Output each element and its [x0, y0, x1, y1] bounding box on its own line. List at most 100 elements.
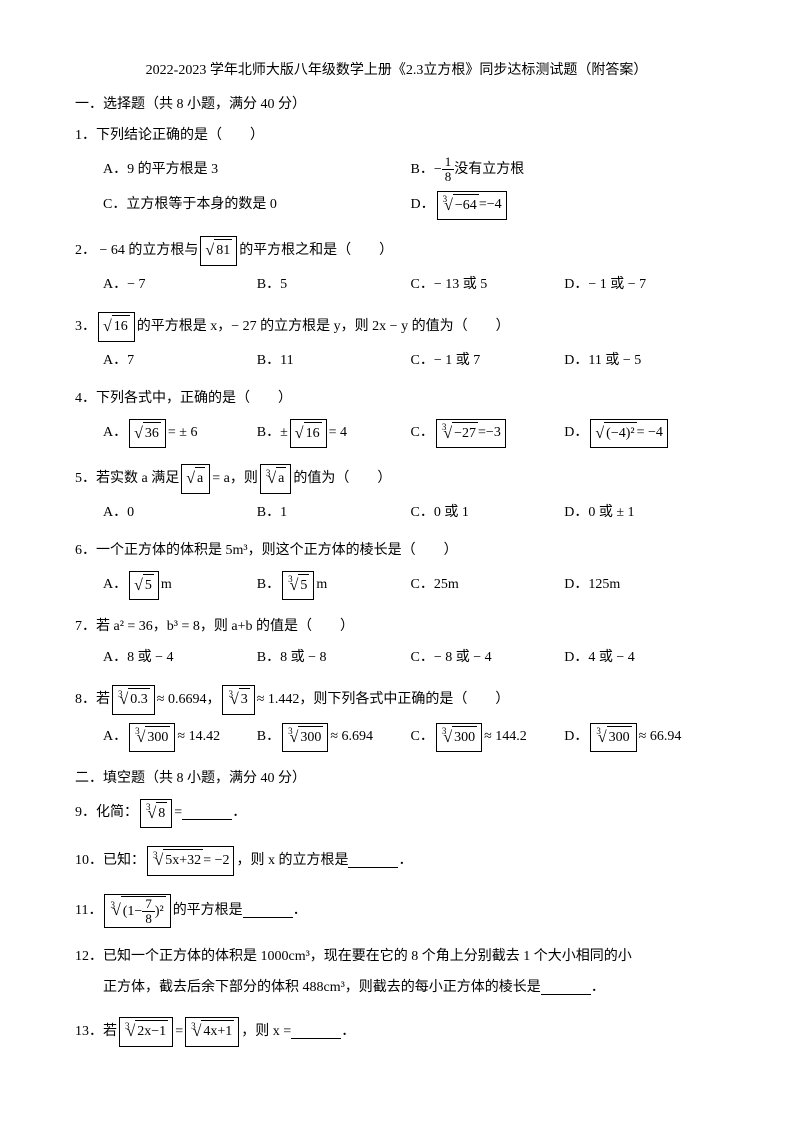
q8-d-post: ≈ 66.94 — [639, 726, 682, 748]
question-1: 1．下列结论正确的是（ ） A．9 的平方根是 3 B． −18 没有立方根 C… — [75, 125, 718, 227]
q4-opt-a: A． 36 = ± 6 — [103, 419, 257, 449]
q6-opt-d: D．125m — [564, 571, 718, 601]
q7-opt-c: C．− 8 或 − 4 — [411, 647, 565, 669]
math-expr: 3300 — [590, 723, 636, 753]
q1-opt-b-pre: B． — [411, 159, 434, 181]
math-expr: 3300 — [436, 723, 482, 753]
q11-pre: 11． — [75, 900, 102, 922]
q8-opt-b: B． 3300 ≈ 6.694 — [257, 723, 411, 753]
q10-pre: 10．已知： — [75, 850, 145, 872]
math-expr: 33 — [222, 685, 254, 715]
math-expr: 36 — [129, 419, 166, 449]
math-expr: a — [181, 464, 210, 494]
q1-opt-d: D． 3−64=−4 — [411, 191, 719, 221]
question-7: 7．若 a² = 36，b³ = 8，则 a+b 的值是（ ） A．8 或 − … — [75, 616, 718, 675]
q6-opt-b: B． 35 m — [257, 571, 411, 601]
q10-period: ． — [398, 850, 412, 872]
q13-mid: = — [175, 1021, 183, 1043]
q4-a-pre: A． — [103, 422, 127, 444]
q6-b-pre: B． — [257, 574, 280, 596]
q9-period: ． — [232, 802, 246, 824]
q3-opt-a: A．7 — [103, 350, 257, 372]
q9-post: = — [174, 802, 182, 824]
q3-pre: 3． — [75, 316, 96, 338]
math-expr: 5 — [129, 571, 159, 601]
q1-opt-d-pre: D． — [411, 194, 435, 216]
q8-opt-a: A． 3300 ≈ 14.42 — [103, 723, 257, 753]
fraction-icon: −18 — [434, 155, 454, 185]
question-2: 2． − 64 的立方根与 81 的平方根之和是（ ） A．− 7 B．5 C．… — [75, 236, 718, 302]
math-expr: 3−27=−3 — [436, 419, 506, 449]
q8-pre: 8．若 — [75, 689, 110, 711]
q7-opt-b: B．8 或 − 8 — [257, 647, 411, 669]
blank-input[interactable] — [291, 1025, 341, 1039]
q1-text: 1．下列结论正确的是（ ） — [75, 125, 718, 147]
q6-a-post: m — [161, 574, 172, 596]
question-6: 6．一个正方体的体积是 5m³，则这个正方体的棱长是（ ） A． 5 m B． … — [75, 540, 718, 606]
q2-post: 的平方根之和是（ ） — [239, 240, 393, 262]
section-1-header: 一．选择题（共 8 小题，满分 40 分） — [75, 94, 718, 116]
q2-opt-a: A．− 7 — [103, 274, 257, 296]
q8-c-post: ≈ 144.2 — [484, 726, 527, 748]
q1-opt-b: B． −18 没有立方根 — [411, 155, 719, 185]
q8-c-pre: C． — [411, 726, 434, 748]
q5-pre: 5．若实数 a 满足 — [75, 468, 179, 490]
question-8: 8．若 30.3 ≈ 0.6694， 33 ≈ 1.442，则下列各式中正确的是… — [75, 685, 718, 758]
q8-b-pre: B． — [257, 726, 280, 748]
q6-a-pre: A． — [103, 574, 127, 596]
q6-text: 6．一个正方体的体积是 5m³，则这个正方体的棱长是（ ） — [75, 540, 718, 562]
math-expr: 34x+1 — [185, 1017, 239, 1047]
math-expr: 32x−1 — [119, 1017, 173, 1047]
math-expr: 16 — [290, 419, 327, 449]
q13-period: ． — [341, 1021, 355, 1043]
section-2-header: 二．填空题（共 8 小题，满分 40 分） — [75, 768, 718, 790]
q9-pre: 9．化简： — [75, 802, 138, 824]
math-expr: 3300 — [282, 723, 328, 753]
q5-opt-b: B．1 — [257, 502, 411, 524]
q8-text: 8．若 30.3 ≈ 0.6694， 33 ≈ 1.442，则下列各式中正确的是… — [75, 685, 509, 715]
question-4: 4．下列各式中，正确的是（ ） A． 36 = ± 6 B．± 16 = 4 C… — [75, 388, 718, 454]
q5-opt-c: C．0 或 1 — [411, 502, 565, 524]
math-expr: 3−64=−4 — [437, 191, 507, 221]
q3-opt-c: C．− 1 或 7 — [411, 350, 565, 372]
math-expr: 30.3 — [112, 685, 155, 715]
math-expr: 16 — [98, 312, 135, 342]
q8-mid1: ≈ 0.6694， — [157, 689, 221, 711]
q13-post: ，则 x = — [241, 1021, 291, 1043]
q3-opt-d: D．11 或 − 5 — [564, 350, 718, 372]
q4-c-pre: C． — [411, 422, 434, 444]
q2-pre: 2． − 64 的立方根与 — [75, 240, 198, 262]
question-13: 13．若 32x−1 = 34x+1 ，则 x = ． — [75, 1017, 718, 1055]
q4-text: 4．下列各式中，正确的是（ ） — [75, 388, 718, 410]
blank-input[interactable] — [348, 854, 398, 868]
q3-opt-b: B．11 — [257, 350, 411, 372]
q1-opt-a: A．9 的平方根是 3 — [103, 155, 411, 185]
q7-text: 7．若 a² = 36，b³ = 8，则 a+b 的值是（ ） — [75, 616, 718, 638]
q8-a-pre: A． — [103, 726, 127, 748]
blank-input[interactable] — [182, 806, 232, 820]
blank-input[interactable] — [541, 981, 591, 995]
q2-opt-c: C．− 13 或 5 — [411, 274, 565, 296]
q8-mid2: ≈ 1.442，则下列各式中正确的是（ ） — [257, 689, 510, 711]
question-11: 11． 3(1−78)² 的平方根是 ． — [75, 894, 718, 937]
blank-input[interactable] — [243, 904, 293, 918]
q8-d-pre: D． — [564, 726, 588, 748]
math-expr: 3300 — [129, 723, 175, 753]
q5-opt-d: D．0 或 ± 1 — [564, 502, 718, 524]
q1-opt-c: C．立方根等于本身的数是 0 — [103, 191, 411, 221]
q5-opt-a: A．0 — [103, 502, 257, 524]
q8-b-post: ≈ 6.694 — [330, 726, 373, 748]
q11-period: ． — [293, 900, 307, 922]
q8-opt-c: C． 3300 ≈ 144.2 — [411, 723, 565, 753]
q2-opt-b: B．5 — [257, 274, 411, 296]
q5-mid: = a，则 — [212, 468, 258, 490]
q2-opt-d: D．− 1 或 − 7 — [564, 274, 718, 296]
q5-text: 5．若实数 a 满足 a = a，则 3a 的值为（ ） — [75, 464, 391, 494]
q7-opt-a: A．8 或 − 4 — [103, 647, 257, 669]
math-expr: 3(1−78)² — [104, 894, 170, 929]
q4-a-post: = ± 6 — [168, 422, 198, 444]
q4-b-pre: B．± — [257, 422, 288, 444]
q12-line1: 12．已知一个正方体的体积是 1000cm³，现在要在它的 8 个角上分别截去 … — [75, 946, 718, 968]
math-expr: 3a — [260, 464, 292, 494]
q11-post: 的平方根是 — [173, 900, 243, 922]
